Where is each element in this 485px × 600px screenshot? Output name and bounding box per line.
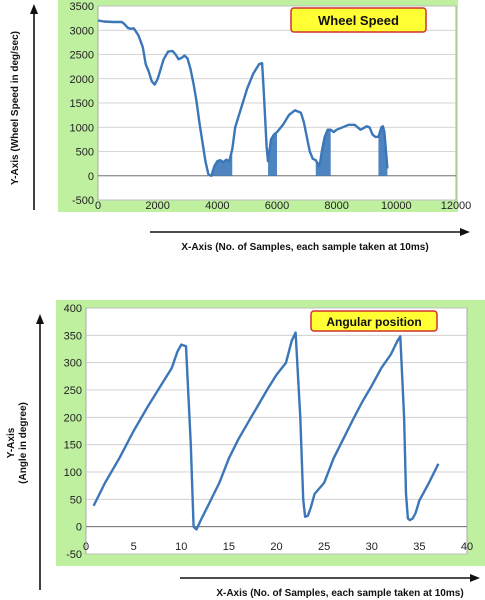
chart-title-box — [310, 310, 438, 332]
y-axis-arrowhead — [30, 4, 38, 14]
y-tick-label: 0 — [76, 522, 82, 534]
y-tick-label: 1000 — [70, 122, 94, 134]
y-tick-label: -500 — [72, 195, 94, 207]
y-tick-label: 150 — [64, 440, 82, 452]
x-axis-title: X-Axis (No. of Samples, each sample take… — [181, 242, 428, 253]
y-tick-label: -50 — [66, 549, 82, 561]
x-tick-label: 10 — [175, 541, 187, 553]
x-tick-label: 10000 — [381, 200, 412, 212]
series-line — [97, 19, 389, 178]
chart-title: Wheel Speed — [318, 13, 399, 28]
y-tick-label: 200 — [64, 412, 82, 424]
y-tick-label: 100 — [64, 467, 82, 479]
x-tick-label: 35 — [413, 541, 425, 553]
y-tick-label: 0 — [88, 171, 94, 183]
y-axis-arrowhead — [36, 314, 44, 324]
y-axis-title: Y-Axis — [6, 427, 17, 458]
chart-title-box — [290, 7, 427, 33]
y-tick-label: 500 — [76, 147, 94, 159]
x-tick-label: 8000 — [324, 200, 348, 212]
x-tick-label: 12000 — [441, 200, 472, 212]
y-axis-title-group: Y-Axis (Wheel Speed in deg/sec) — [10, 31, 21, 185]
y-axis-title-line2: (Angle in degree) — [18, 402, 29, 484]
x-tick-label: 20 — [270, 541, 282, 553]
y-tick-label: 3000 — [70, 25, 94, 37]
x-tick-label: 15 — [223, 541, 235, 553]
oscillation-band — [268, 132, 277, 176]
y-tick-label: 2000 — [70, 74, 94, 86]
y-tick-label: 300 — [64, 358, 82, 370]
x-tick-label: 4000 — [205, 200, 229, 212]
x-tick-label: 0 — [83, 541, 89, 553]
y-axis-title: Y-Axis (Wheel Speed in deg/sec) — [10, 31, 21, 185]
y-axis-title-group: Y-Axis (Angle in degree) — [6, 402, 29, 484]
chart-title: Angular position — [326, 315, 421, 329]
x-tick-label: 30 — [366, 541, 378, 553]
plot-area — [85, 307, 468, 555]
y-tick-label: 350 — [64, 330, 82, 342]
y-tick-label: 2500 — [70, 50, 94, 62]
x-tick-label: 25 — [318, 541, 330, 553]
y-tick-label: 1500 — [70, 98, 94, 110]
y-tick-label: 3500 — [70, 1, 94, 13]
x-axis-title: X-Axis (No. of Samples, each sample take… — [216, 588, 463, 599]
x-tick-label: 40 — [461, 541, 473, 553]
x-tick-label: 6000 — [265, 200, 289, 212]
x-axis-arrowhead — [470, 574, 480, 582]
y-tick-label: 50 — [70, 494, 82, 506]
series-line — [92, 331, 440, 531]
y-tick-label: 400 — [64, 303, 82, 315]
oscillation-band — [378, 126, 388, 176]
x-tick-label: 0 — [95, 200, 101, 212]
x-axis-arrowhead — [460, 228, 470, 236]
y-tick-label: 250 — [64, 385, 82, 397]
x-tick-label: 5 — [131, 541, 137, 553]
x-tick-label: 2000 — [145, 200, 169, 212]
